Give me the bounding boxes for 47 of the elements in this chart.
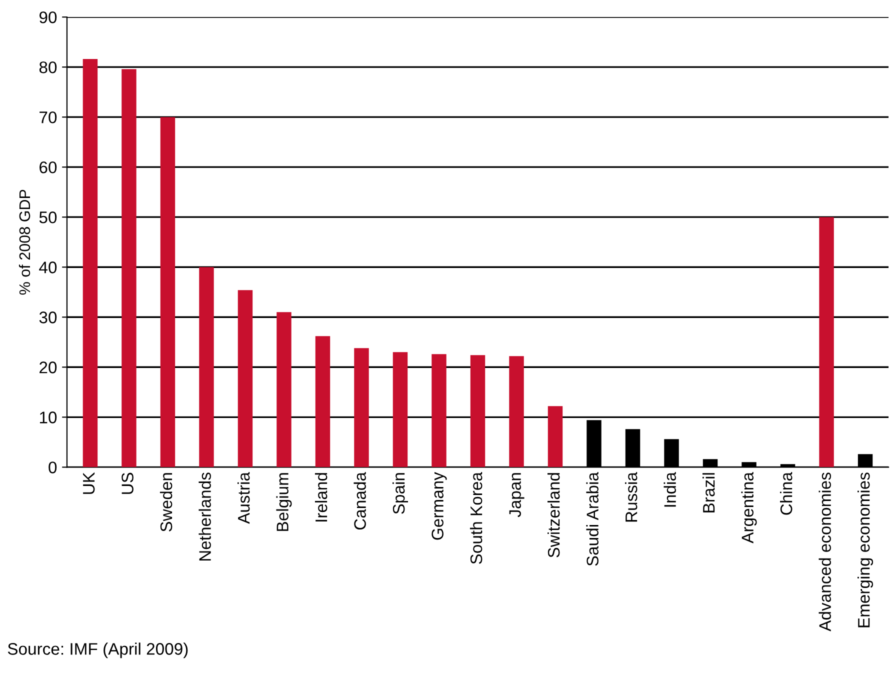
y-tick-label: 80 xyxy=(39,61,57,74)
y-axis-title: % of 2008 GDP xyxy=(18,190,30,295)
bar xyxy=(199,267,214,468)
bar xyxy=(354,348,369,468)
bar xyxy=(548,406,563,468)
y-tick-label: 50 xyxy=(39,212,57,224)
x-tick-label: Netherlands xyxy=(198,472,211,561)
y-tick-label: 70 xyxy=(40,111,57,124)
x-tick-label: Sweden xyxy=(160,473,172,532)
y-tick-label: 10 xyxy=(40,412,57,424)
x-tick-label: UK xyxy=(83,472,95,494)
y-tick-label: 90 xyxy=(40,11,57,24)
x-tick-label: Austria xyxy=(237,472,250,524)
bar xyxy=(509,356,524,468)
x-tick-label: Advanced economies xyxy=(818,472,832,632)
y-tick-label: 20 xyxy=(40,362,57,374)
x-tick-label: Argentina xyxy=(741,472,757,544)
bar xyxy=(819,217,834,468)
x-tick-label: Germany xyxy=(432,472,447,540)
bar xyxy=(315,336,330,468)
x-tick-label: Belgium xyxy=(276,473,292,531)
bar xyxy=(432,354,446,468)
x-tick-label: Spain xyxy=(392,473,408,514)
x-tick-label: Saudi Arabia xyxy=(586,472,598,566)
y-tick-label: 60 xyxy=(40,161,57,174)
bar xyxy=(470,355,486,468)
x-tick-label: India xyxy=(664,472,676,507)
x-tick-label: Russia xyxy=(625,472,638,522)
x-tick-label: Brazil xyxy=(702,473,715,512)
x-tick-label: Emerging economies xyxy=(858,472,874,628)
y-tick-label: 0 xyxy=(48,462,57,474)
bar xyxy=(392,352,408,468)
x-tick-label: Canada xyxy=(354,472,366,530)
source-note: Source: IMF (April 2009) xyxy=(8,642,188,658)
x-tick-label: China xyxy=(780,472,792,515)
y-tick-label: 30 xyxy=(39,312,57,324)
x-tick-label: Switzerland xyxy=(547,473,560,558)
bar xyxy=(122,69,136,468)
x-tick-label: US xyxy=(122,472,134,494)
x-tick-label: Ireland xyxy=(314,473,328,522)
bar xyxy=(276,312,292,468)
x-tick-label: Japan xyxy=(509,473,524,518)
x-tick-label: South Korea xyxy=(470,472,482,564)
y-tick-label: 40 xyxy=(39,262,57,274)
bar xyxy=(160,117,176,468)
bar xyxy=(238,290,253,468)
bar xyxy=(82,59,98,468)
